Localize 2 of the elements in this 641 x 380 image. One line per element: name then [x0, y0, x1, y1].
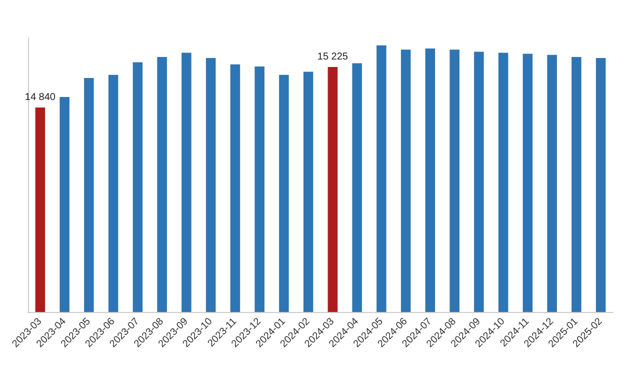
data-label: 15 225 [317, 51, 348, 62]
data-label: 14 840 [24, 92, 56, 104]
